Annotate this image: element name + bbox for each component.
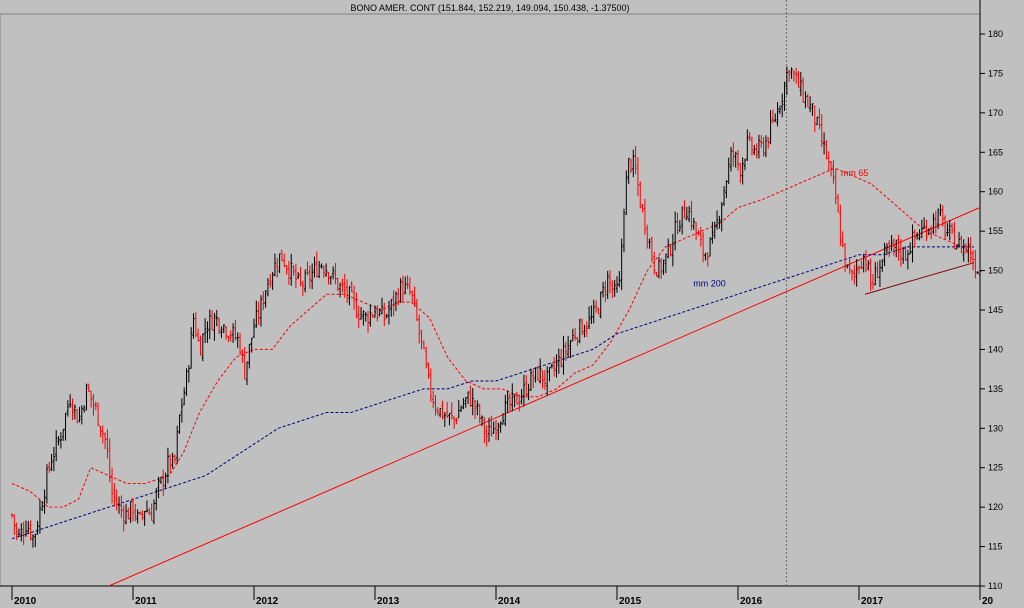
y-tick-label: 140 xyxy=(988,344,1003,354)
x-tick-label: 2013 xyxy=(377,596,400,607)
y-tick-label: 110 xyxy=(988,581,1002,591)
x-tick-label: 2017 xyxy=(861,596,884,607)
y-tick-label: 125 xyxy=(988,463,1003,473)
ma-label: mm 200 xyxy=(693,278,726,288)
y-tick-label: 115 xyxy=(988,542,1002,552)
x-tick-label: 2016 xyxy=(740,596,763,607)
x-tick-label: 20 xyxy=(982,596,994,607)
y-tick-label: 135 xyxy=(988,384,1003,394)
x-tick-label: 2015 xyxy=(619,596,642,607)
y-tick-label: 145 xyxy=(988,305,1003,315)
y-tick-label: 120 xyxy=(988,502,1003,512)
y-tick-label: 160 xyxy=(988,187,1003,197)
ma-label: mm 65 xyxy=(841,168,869,178)
x-tick-label: 2012 xyxy=(256,596,279,607)
x-tick-label: 2011 xyxy=(135,596,157,607)
plot-frame xyxy=(0,13,981,587)
y-tick-label: 165 xyxy=(988,147,1003,157)
x-tick-label: 2014 xyxy=(498,596,521,607)
y-tick-label: 180 xyxy=(988,29,1003,39)
y-tick-label: 170 xyxy=(988,108,1003,118)
mm65-line xyxy=(11,167,975,508)
y-tick-label: 155 xyxy=(988,226,1003,236)
mm200-line xyxy=(11,246,974,540)
y-tick-label: 130 xyxy=(988,423,1003,433)
trendline xyxy=(108,207,981,587)
y-tick-label: 150 xyxy=(988,266,1003,276)
y-tick-label: 175 xyxy=(988,68,1003,78)
trendline xyxy=(864,262,975,295)
chart-title: BONO AMER. CONT (151.844, 152.219, 149.0… xyxy=(350,3,630,13)
x-tick-label: 2010 xyxy=(14,596,37,607)
